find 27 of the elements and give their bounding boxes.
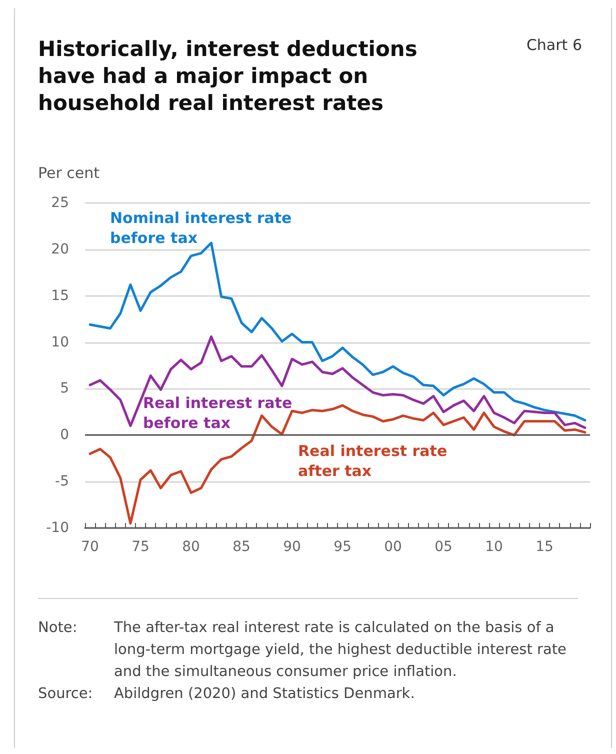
x-tick-label: 90: [283, 539, 301, 555]
x-tick-label: 10: [485, 539, 503, 555]
line-series: [88, 335, 586, 429]
y-tick-label: 0: [60, 427, 69, 444]
x-tick-label: 75: [132, 539, 150, 555]
x-tick-label: 70: [81, 539, 99, 555]
chart-subtitle: Chart 6: [526, 36, 582, 54]
y-axis-title: Per cent: [38, 164, 100, 182]
x-tick-label: 85: [232, 539, 250, 555]
x-tick-label: 15: [536, 539, 554, 555]
text: Note: The after-tax real interest rate is calculated on the basis of a long-term mortgage yield, the highest deductible interest rate and the simultaneous consumer price inflation.: [38, 620, 566, 680]
series-label: Real interest rate before tax: [143, 394, 292, 432]
text: Source: Abildgren (2020) and Statistics Denmark.: [38, 686, 415, 702]
y-tick-label: 10: [51, 334, 69, 350]
x-tick-label: 00: [384, 539, 402, 555]
y-tick-label: 15: [51, 288, 69, 304]
y-tick-label: 20: [51, 241, 69, 258]
y-tick-label: -5: [55, 474, 69, 490]
x-tick-label: 95: [334, 539, 352, 555]
y-tick-label: 25: [51, 195, 69, 211]
x-tick-label: 05: [434, 539, 452, 555]
chart-title: Historically, interest deductions have had a major impact on household real interest rates: [38, 36, 418, 117]
y-tick-label: -10: [46, 520, 69, 536]
y-tick-label: 5: [60, 380, 69, 397]
series-label: Nominal interest rate before tax: [110, 209, 292, 247]
x-tick-label: 80: [182, 539, 200, 555]
series-label: Real interest rate after tax: [298, 442, 448, 480]
